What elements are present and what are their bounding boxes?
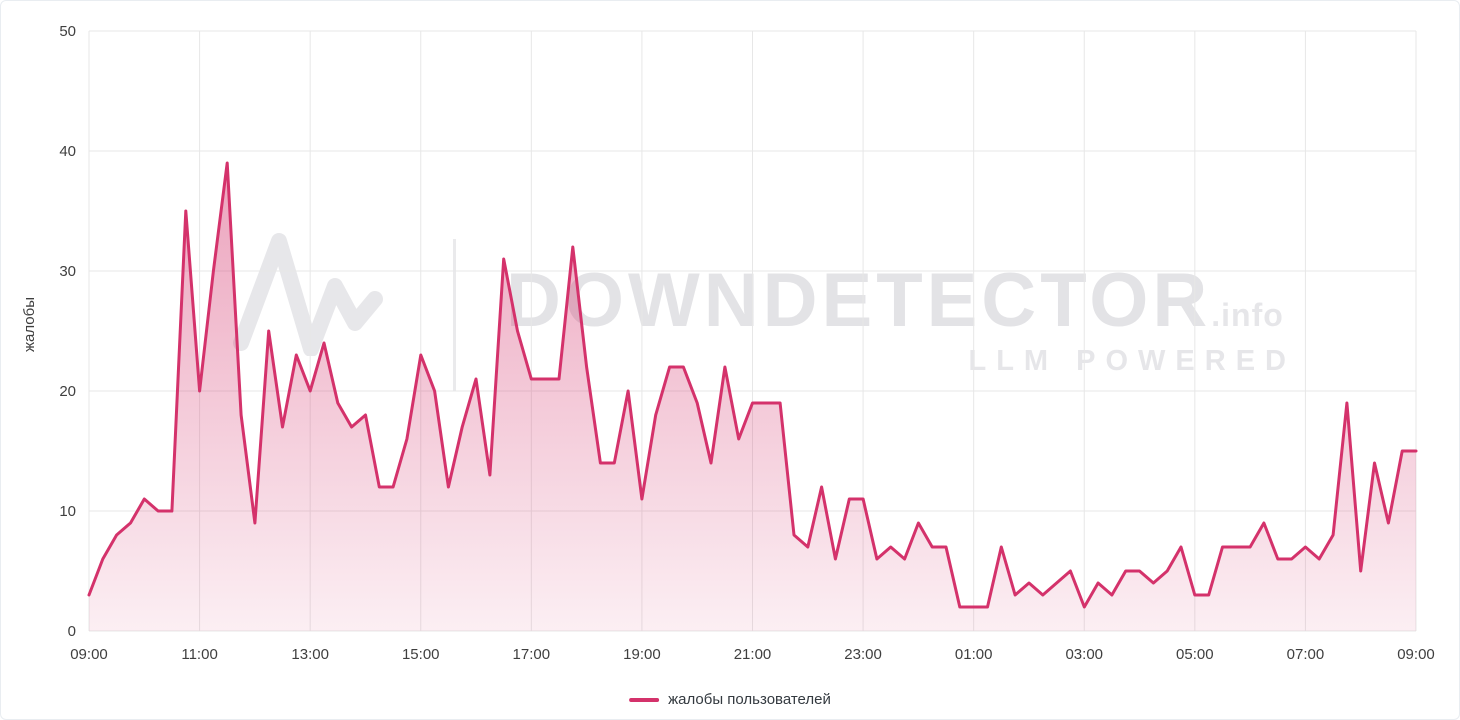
svg-text:20: 20	[59, 383, 76, 400]
legend-label: жалобы пользователей	[668, 691, 831, 708]
chart-legend[interactable]: жалобы пользователей	[629, 691, 831, 708]
svg-text:01:00: 01:00	[955, 646, 993, 663]
svg-text:09:00: 09:00	[1397, 646, 1435, 663]
svg-text:09:00: 09:00	[70, 646, 108, 663]
svg-text:21:00: 21:00	[734, 646, 772, 663]
svg-text:03:00: 03:00	[1065, 646, 1103, 663]
svg-text:11:00: 11:00	[181, 646, 217, 663]
svg-text:17:00: 17:00	[513, 646, 551, 663]
svg-text:15:00: 15:00	[402, 646, 440, 663]
svg-text:07:00: 07:00	[1287, 646, 1325, 663]
legend-swatch	[629, 697, 660, 702]
svg-text:23:00: 23:00	[844, 646, 882, 663]
svg-text:13:00: 13:00	[291, 646, 329, 663]
svg-text:05:00: 05:00	[1176, 646, 1214, 663]
svg-text:19:00: 19:00	[623, 646, 661, 663]
svg-text:30: 30	[59, 263, 76, 280]
svg-text:10: 10	[59, 503, 76, 520]
svg-text:40: 40	[59, 143, 76, 160]
svg-text:0: 0	[68, 623, 76, 640]
y-axis-title: жалобы	[21, 297, 38, 353]
svg-text:50: 50	[59, 23, 76, 40]
